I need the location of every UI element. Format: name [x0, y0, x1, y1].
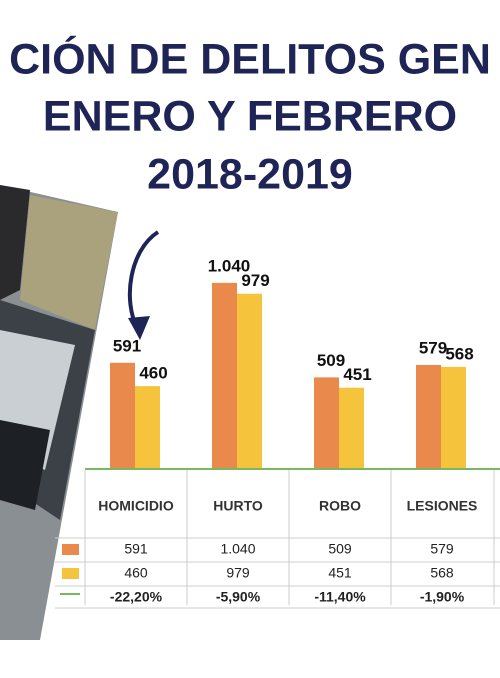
category-label: HOMICIDIO — [98, 498, 174, 514]
table-cell: 509 — [328, 541, 352, 557]
legend-swatch — [62, 544, 79, 555]
table-cell: -22,20% — [110, 589, 163, 605]
title-line: CIÓN DE DELITOS GEN — [9, 34, 491, 83]
data-label: 460 — [139, 364, 167, 383]
arrow — [127, 230, 160, 331]
data-label: 979 — [241, 271, 269, 290]
category-label: HURTO — [213, 498, 263, 514]
bar — [441, 366, 466, 468]
bar — [339, 387, 364, 468]
data-label: 579 — [419, 338, 447, 357]
bar — [314, 377, 339, 468]
table-cell: 460 — [124, 565, 148, 581]
table-cell: 591 — [124, 541, 148, 557]
table-cell: -5,90% — [216, 589, 261, 605]
category-label: LESIONES — [407, 498, 478, 514]
table-cell: 1.040 — [220, 541, 255, 557]
data-label: 509 — [317, 351, 345, 370]
table-cell: 568 — [430, 565, 454, 581]
data-label: 568 — [445, 344, 473, 363]
table-cell: 579 — [430, 541, 454, 557]
bar — [416, 364, 441, 468]
bar — [212, 282, 237, 468]
arrow-head — [128, 316, 150, 340]
bar — [135, 386, 160, 468]
photo — [0, 185, 118, 640]
table-lines — [55, 470, 500, 609]
legend-swatch — [62, 568, 79, 579]
bar — [237, 293, 262, 468]
data-label: 451 — [343, 365, 371, 384]
category-label: ROBO — [319, 498, 361, 514]
table-cell: -1,90% — [420, 589, 465, 605]
data-label: 1.040 — [208, 256, 251, 275]
bar — [110, 362, 135, 468]
table-cell: 451 — [328, 565, 352, 581]
table-cell: 979 — [226, 565, 250, 581]
data-label: 591 — [113, 336, 141, 355]
title-line: ENERO Y FEBRERO — [43, 92, 457, 140]
table-cell: -11,40% — [314, 589, 366, 605]
title-line: 2018-2019 — [147, 150, 353, 198]
